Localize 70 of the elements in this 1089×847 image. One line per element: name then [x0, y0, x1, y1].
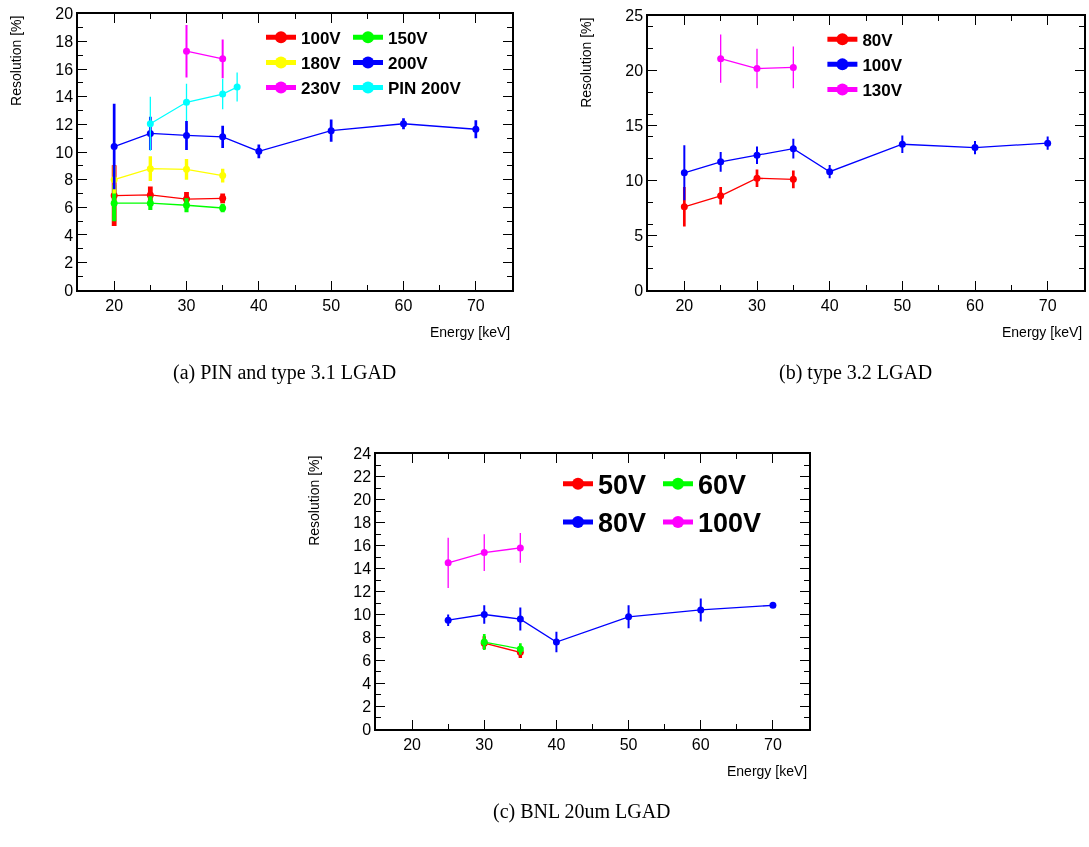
legend-label: 200V	[388, 54, 429, 74]
y-tick-label: 0	[64, 281, 74, 299]
y-tick-label: 6	[64, 198, 74, 216]
text: (c) BNL 20um LGAD	[493, 800, 671, 823]
y-tick-label: 25	[625, 7, 644, 25]
y-tick-label: 2	[362, 697, 372, 715]
y-tick-label: 10	[353, 606, 372, 624]
y-tick-label: 15	[625, 117, 644, 135]
legend-label: 100V	[698, 508, 762, 539]
y-tick-label: 12	[353, 583, 372, 601]
y-tick-label: 6	[362, 651, 372, 669]
x-tick-label: 60	[966, 297, 984, 315]
legend-label: 100V	[301, 28, 342, 48]
x-tick-label: 50	[893, 297, 912, 315]
x-axis-title: Energy [keV]	[1002, 324, 1083, 340]
x-tick-label: 20	[105, 297, 124, 315]
y-axis-title: Resolution [%]	[8, 15, 25, 106]
x-tick-label: 30	[475, 736, 494, 754]
y-tick-label: 0	[362, 720, 372, 738]
legend-label: 130V	[862, 81, 903, 101]
y-tick-label: 8	[64, 171, 74, 189]
legend-label: 80V	[862, 30, 894, 50]
x-tick-label: 50	[619, 736, 638, 754]
y-tick-label: 14	[55, 88, 74, 106]
y-tick-label: 4	[64, 226, 74, 244]
y-axis-title: Resolution [%]	[306, 455, 323, 546]
x-tick-label: 50	[322, 297, 341, 315]
x-tick-label: 60	[394, 297, 413, 315]
y-tick-label: 2	[64, 254, 74, 272]
y-tick-label: 14	[353, 560, 372, 578]
x-axis-title: Energy [keV]	[727, 763, 808, 779]
legend-label: 180V	[301, 54, 342, 74]
y-tick-label: 12	[55, 116, 74, 134]
x-tick-label: 30	[177, 297, 196, 315]
text: (b) type 3.2 LGAD	[779, 361, 933, 384]
y-tick-label: 16	[353, 537, 372, 555]
legend-label: 60V	[698, 470, 747, 501]
x-tick-label: 40	[249, 297, 268, 315]
x-tick-label: 70	[1038, 297, 1057, 315]
y-tick-label: 20	[55, 5, 74, 23]
y-tick-label: 18	[55, 33, 74, 51]
legend-label: 50V	[598, 470, 647, 501]
y-tick-label: 20	[353, 491, 372, 509]
legend-label: 100V	[862, 56, 903, 75]
y-tick-label: 8	[362, 629, 372, 647]
y-tick-label: 10	[625, 172, 644, 190]
x-tick-label: 30	[748, 297, 766, 315]
legend-label: 80V	[598, 508, 647, 539]
x-tick-label: 70	[764, 736, 782, 754]
text: (a) PIN and type 3.1 LGAD	[173, 361, 397, 384]
y-tick-label: 10	[55, 143, 74, 161]
y-tick-label: 24	[353, 445, 372, 463]
y-tick-label: 20	[625, 62, 644, 80]
x-tick-label: 60	[691, 736, 710, 754]
x-axis-title: Energy [keV]	[430, 324, 511, 340]
legend-label: PIN 200V	[388, 79, 462, 99]
y-tick-label: 5	[634, 226, 644, 244]
y-tick-label: 4	[362, 674, 372, 692]
x-tick-label: 70	[466, 297, 485, 315]
x-tick-label: 20	[403, 736, 422, 754]
legend-label: 150V	[388, 28, 429, 48]
y-tick-label: 16	[55, 60, 74, 78]
legend-label: 230V	[301, 79, 342, 99]
x-tick-label: 40	[820, 297, 839, 315]
y-tick-label: 22	[353, 468, 372, 486]
y-axis-title: Resolution [%]	[578, 17, 595, 108]
x-tick-label: 40	[547, 736, 566, 754]
y-tick-label: 18	[353, 514, 372, 532]
x-tick-label: 20	[675, 297, 694, 315]
y-tick-label: 0	[634, 281, 644, 299]
